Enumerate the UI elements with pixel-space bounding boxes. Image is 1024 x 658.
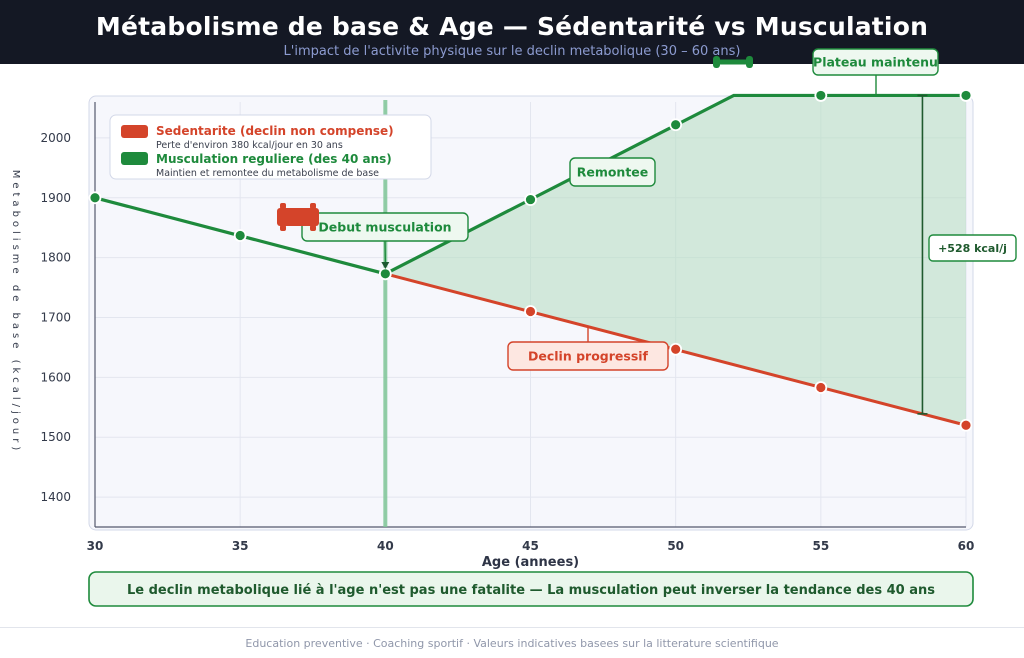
legend-label-sedentarite: Sedentarite (declin non compense) [156,124,394,138]
point-musculation [233,229,247,242]
weight-plate-icon [277,203,319,231]
x-tick-label: 30 [87,539,104,553]
header-bar: Métabolisme de base & Age — Sédentarité … [0,0,1024,64]
y-tick-label: 1600 [40,370,71,384]
rise-callout-label: Remontee [577,165,649,180]
y-tick-label: 1400 [40,490,71,504]
x-tick-label: 40 [377,539,394,553]
footer-divider [0,627,1024,628]
point-musculation [814,89,828,102]
dumbbell-icon [713,56,753,68]
start-arrowhead [381,262,390,269]
legend-desc-musculation: Maintien et remontee du metabolisme de b… [156,168,379,179]
point-sedentarite [814,381,828,394]
y-tick-label: 1900 [40,191,71,205]
page-title: Métabolisme de base & Age — Sédentarité … [95,12,929,41]
x-tick-label: 60 [958,539,975,553]
x-tick-label: 35 [232,539,249,553]
legend-swatch-musculation [121,152,148,165]
y-tick-label: 2000 [40,131,71,145]
x-tick-label: 45 [522,539,539,553]
legend-desc-sedentarite: Perte d'environ 380 kcal/jour en 30 ans [156,140,343,151]
plateau-callout-label: Plateau maintenu [813,55,938,70]
legend-label-musculation: Musculation reguliere (des 40 ans) [156,152,392,166]
x-tick-label: 55 [812,539,829,553]
y-tick-label: 1700 [40,310,71,324]
y-tick-label: 1500 [40,430,71,444]
point-sedentarite [959,418,973,432]
point-sedentarite [669,342,683,356]
decline-callout-box [507,341,669,371]
decline-callout-label: Declin progressif [528,349,649,364]
gap-label: +528 kcal/j [938,242,1007,255]
start-callout-label: Debut musculation [318,220,451,235]
metabolism-chart: 1400 1500 1600 1700 1800 1900 2000 30 35 40 45 50 55… [10,48,1017,607]
legend-swatch-sedentarite [121,125,148,138]
point-musculation [88,191,102,205]
gap-label-box [928,234,1017,262]
x-tick-label: 50 [667,539,684,553]
point-musculation [524,193,537,206]
point-musculation [378,267,392,281]
legend-box [109,114,432,180]
conclusion-text: Le declin metabolique lié à l'age n'est … [127,583,935,598]
point-musculation [959,89,973,102]
conclusion-banner [88,571,974,607]
page-subtitle: L'impact de l'activite physique sur le d… [283,44,741,59]
point-musculation [669,118,683,132]
plateau-callout-box [812,48,939,76]
x-axis-label: Age (annees) [482,555,579,570]
y-tick-label: 1800 [40,251,71,265]
rise-callout-box [569,157,656,187]
gain-area [385,95,966,426]
y-axis-label: Metabolisme de base (kcal/jour) [10,170,21,455]
point-sedentarite [524,305,537,318]
start-callout-box [301,212,469,242]
footer-text: Education preventive · Coaching sportif … [245,637,779,650]
